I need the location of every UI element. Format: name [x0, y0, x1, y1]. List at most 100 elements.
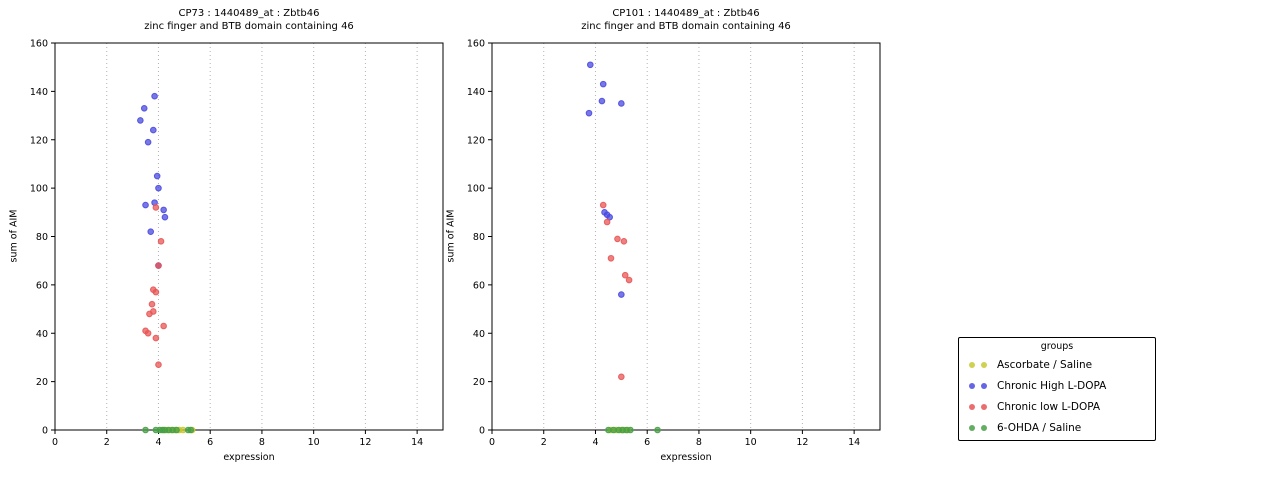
data-point-ohda-saline: [142, 426, 149, 434]
x-tick-label: 6: [644, 437, 650, 448]
legend-item: Chronic High L-DOPA: [959, 375, 1155, 396]
data-point-chronic-low-ldopa: [603, 218, 611, 226]
data-point-chronic-high-ldopa: [160, 206, 167, 214]
plot2-title-line2: zinc finger and BTB domain containing 46: [581, 21, 791, 32]
data-point-chronic-low-ldopa: [148, 300, 156, 308]
data-point-chronic-high-ldopa: [144, 138, 152, 146]
data-point-chronic-high-ldopa: [140, 105, 148, 112]
data-point-chronic-high-ldopa: [585, 109, 593, 117]
y-tick-label: 120: [467, 135, 485, 146]
data-point-chronic-high-ldopa: [153, 172, 161, 180]
y-tick-label: 20: [36, 377, 48, 388]
legend-marker-icon: [981, 424, 987, 431]
plot2-ylabel: sum of AIM: [445, 209, 457, 263]
x-tick-label: 14: [848, 437, 860, 448]
data-point-chronic-low-ldopa: [144, 329, 152, 337]
plot2-title-line1: CP101 : 1440489_at : Zbtb46: [612, 8, 760, 19]
x-tick-label: 2: [104, 437, 110, 448]
data-point-ohda-saline: [173, 426, 180, 434]
data-point-chronic-high-ldopa: [599, 80, 607, 88]
legend-marker-icon: [981, 403, 987, 410]
legend: groups Ascorbate / Saline Chronic High L…: [958, 337, 1156, 441]
y-tick-label: 20: [473, 377, 485, 388]
x-tick-label: 4: [155, 437, 161, 448]
x-tick-label: 14: [411, 437, 423, 448]
data-point-chronic-low-ldopa: [621, 271, 629, 279]
y-tick-label: 0: [479, 426, 485, 437]
x-tick-label: 4: [592, 437, 598, 448]
x-tick-label: 0: [489, 437, 495, 448]
data-point-chronic-high-ldopa: [147, 228, 155, 235]
data-point-chronic-high-ldopa: [142, 201, 149, 209]
y-tick-label: 140: [30, 87, 48, 98]
x-tick-label: 12: [796, 437, 808, 448]
data-point-chronic-low-ldopa: [614, 235, 621, 243]
plot1-title-line1: CP73 : 1440489_at : Zbtb46: [178, 8, 320, 19]
data-point-chronic-low-ldopa: [618, 373, 625, 381]
y-tick-label: 140: [467, 87, 485, 98]
legend-item: Chronic low L-DOPA: [959, 396, 1155, 417]
data-point-chronic-low-ldopa: [152, 204, 160, 211]
data-point-ohda-saline: [187, 426, 195, 434]
plot-frame: [491, 42, 881, 431]
legend-item-label: Ascorbate / Saline: [997, 358, 1093, 371]
data-point-chronic-high-ldopa: [151, 92, 158, 100]
data-point-chronic-low-ldopa: [620, 238, 628, 245]
data-point-chronic-low-ldopa: [152, 288, 160, 296]
legend-marker-icon: [969, 424, 975, 431]
data-point-chronic-low-ldopa: [152, 334, 160, 342]
legend-item-label: Chronic low L-DOPA: [997, 400, 1101, 413]
y-tick-label: 160: [467, 39, 485, 50]
legend-item: Ascorbate / Saline: [959, 354, 1155, 375]
legend-marker-icon: [969, 403, 975, 410]
x-tick-label: 6: [207, 437, 213, 448]
data-point-chronic-low-ldopa: [157, 238, 165, 245]
legend-item-label: Chronic High L-DOPA: [997, 379, 1107, 392]
x-tick-label: 2: [541, 437, 547, 448]
y-tick-label: 100: [467, 184, 485, 195]
plot2-title: CP101 : 1440489_at : Zbtb46 zinc finger …: [492, 7, 880, 33]
x-tick-label: 8: [259, 437, 265, 448]
plot-frame: [54, 42, 444, 431]
plot2-xlabel: expression: [660, 452, 712, 463]
y-tick-label: 160: [30, 39, 48, 50]
data-point-chronic-high-ldopa: [598, 97, 606, 105]
data-point-chronic-high-ldopa: [149, 126, 157, 134]
plot1-title: CP73 : 1440489_at : Zbtb46 zinc finger a…: [55, 7, 443, 33]
data-point-chronic-low-ldopa: [155, 262, 162, 269]
plot1-xlabel: expression: [223, 452, 275, 463]
data-point-chronic-low-ldopa: [599, 201, 607, 209]
legend-marker-icon: [981, 361, 987, 368]
legend-marker-icon: [969, 382, 975, 389]
legend-marker-icon: [969, 361, 975, 368]
y-tick-label: 40: [36, 329, 48, 340]
plot1-ylabel: sum of AIM: [8, 209, 20, 263]
x-tick-label: 12: [359, 437, 371, 448]
data-point-chronic-high-ldopa: [618, 291, 625, 298]
data-point-chronic-low-ldopa: [146, 310, 153, 318]
x-tick-label: 0: [52, 437, 58, 448]
legend-item-label: 6-OHDA / Saline: [997, 421, 1082, 434]
legend-marker-icon: [981, 382, 987, 389]
data-point-ohda-saline: [654, 426, 661, 434]
y-tick-label: 40: [473, 329, 485, 340]
data-point-chronic-high-ldopa: [618, 100, 625, 107]
y-tick-label: 80: [473, 232, 485, 243]
y-tick-label: 120: [30, 135, 48, 146]
data-point-chronic-low-ldopa: [155, 361, 162, 368]
data-point-chronic-low-ldopa: [625, 276, 633, 284]
y-tick-label: 60: [473, 280, 485, 291]
x-tick-label: 10: [745, 437, 757, 448]
y-tick-label: 80: [36, 232, 48, 243]
data-point-chronic-high-ldopa: [161, 213, 169, 221]
legend-item: 6-OHDA / Saline: [959, 417, 1155, 438]
x-tick-label: 10: [308, 437, 320, 448]
data-point-ohda-saline: [627, 426, 634, 434]
y-tick-label: 0: [42, 426, 48, 437]
data-point-chronic-low-ldopa: [160, 322, 167, 330]
data-point-chronic-high-ldopa: [586, 61, 594, 69]
y-tick-label: 60: [36, 280, 48, 291]
data-point-chronic-high-ldopa: [155, 184, 162, 192]
